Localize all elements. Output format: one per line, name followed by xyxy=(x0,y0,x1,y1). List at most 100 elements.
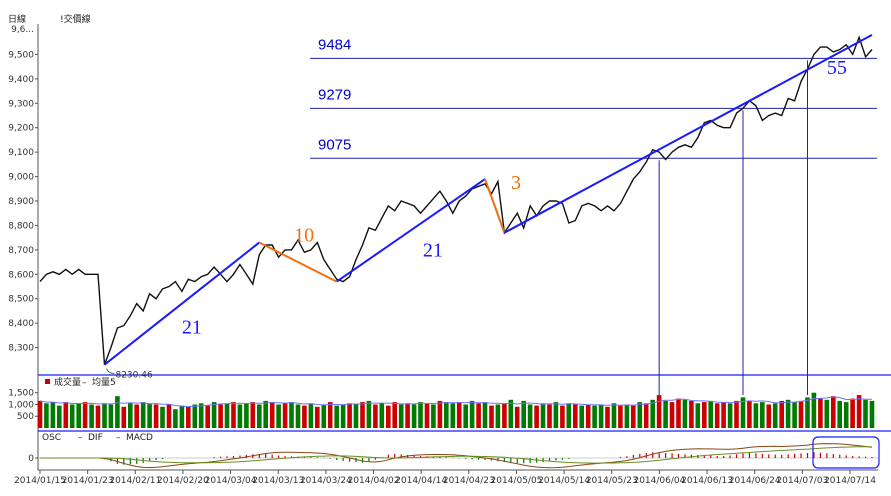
volume-bar xyxy=(173,409,178,428)
price-tick-label: 9,300 xyxy=(8,99,34,109)
volume-bar xyxy=(714,403,720,428)
date-tick-label: 2014/06/24 xyxy=(729,476,781,486)
volume-bar xyxy=(682,399,688,428)
price-tick-label: 8,600 xyxy=(8,270,34,280)
macd-signal-line xyxy=(40,446,872,464)
volume-bar xyxy=(631,405,636,428)
volume-bar xyxy=(450,403,456,428)
macd-legend-dif: DIF xyxy=(88,433,103,443)
volume-bar xyxy=(792,402,797,428)
volume-bar xyxy=(508,399,514,428)
volume-bar xyxy=(257,404,262,428)
volume-avg5-line xyxy=(39,396,872,408)
volume-bar xyxy=(366,400,372,428)
volume-bar xyxy=(502,403,507,428)
volume-bar xyxy=(637,402,643,428)
wave-label: 10 xyxy=(294,225,314,247)
level-label: 9484 xyxy=(318,36,351,53)
price-tick-label: 9,100 xyxy=(8,148,34,158)
volume-bar xyxy=(676,398,681,428)
volume-legend-sep: – xyxy=(82,378,87,388)
date-tick-label: 2014/02/11 xyxy=(109,476,161,486)
volume-bar xyxy=(411,404,417,428)
volume-bar xyxy=(95,405,101,428)
volume-bar xyxy=(276,404,281,428)
volume-bar xyxy=(308,403,314,428)
date-tick-label: 2014/05/14 xyxy=(538,476,590,486)
wave-line xyxy=(503,34,873,234)
volume-bar xyxy=(398,404,404,428)
volume-bar xyxy=(702,402,707,428)
volume-title: 成交量 xyxy=(54,376,81,388)
volume-bar xyxy=(611,403,617,428)
volume-bar xyxy=(295,404,301,428)
volume-bar xyxy=(386,405,391,428)
volume-bar xyxy=(708,400,713,428)
volume-bar xyxy=(431,404,436,428)
volume-bar xyxy=(231,402,236,428)
price-tick-label: 9,400 xyxy=(8,75,34,85)
volume-bar xyxy=(618,405,623,428)
volume-bar xyxy=(140,402,146,428)
volume-bar xyxy=(379,403,385,428)
low-annotation-label: 8230.46 xyxy=(115,371,152,381)
volume-bar xyxy=(566,403,572,428)
volume-bar xyxy=(534,405,539,428)
price-tick-label: 8,700 xyxy=(8,246,34,256)
volume-bar xyxy=(553,402,559,428)
wave-label: 55 xyxy=(827,57,847,79)
volume-bar xyxy=(437,400,443,428)
volume-bar xyxy=(650,399,655,428)
volume-bar xyxy=(192,404,198,428)
volume-bar xyxy=(573,404,578,428)
volume-bar xyxy=(44,403,49,428)
volume-bar xyxy=(463,404,468,428)
volume-bar xyxy=(540,403,546,428)
date-tick-label: 2014/05/05 xyxy=(491,476,543,486)
volume-bar xyxy=(269,402,275,428)
date-tick-label: 2014/07/03 xyxy=(776,476,828,486)
volume-bar xyxy=(482,402,488,428)
volume-bar xyxy=(315,406,320,428)
volume-bar xyxy=(418,402,423,428)
volume-bar xyxy=(179,405,185,428)
volume-bar xyxy=(218,404,223,428)
volume-bar xyxy=(689,400,694,428)
price-tick-label: 9,500 xyxy=(8,50,34,60)
volume-bar xyxy=(147,403,152,428)
price-line xyxy=(39,35,873,365)
volume-bar xyxy=(198,403,204,428)
volume-bar xyxy=(353,404,359,428)
volume-bar xyxy=(282,403,288,428)
volume-bar xyxy=(153,404,159,428)
date-tick-label: 2014/04/02 xyxy=(348,476,400,486)
marker-verticals xyxy=(658,60,809,395)
volume-bar xyxy=(373,404,378,428)
fib-levels: 9484 9279 9075 xyxy=(310,36,877,159)
macd-dif-line xyxy=(40,443,873,469)
price-series: 8230.46 xyxy=(39,35,873,381)
volume-bar xyxy=(444,402,449,428)
date-tick-label: 2014/03/24 xyxy=(300,476,352,486)
volume-bar xyxy=(837,400,842,428)
volume-bar xyxy=(186,406,191,428)
volume-bar xyxy=(727,403,733,428)
date-tick-label: 2014/03/04 xyxy=(205,476,257,486)
volume-bar xyxy=(514,406,520,428)
date-tick-label: 2014/04/23 xyxy=(443,476,495,486)
volume-bar xyxy=(560,405,565,428)
volume-bar xyxy=(392,402,397,428)
volume-bar xyxy=(643,403,649,428)
macd-panel: OSC – DIF – MACD 0 xyxy=(28,433,878,469)
volume-bar xyxy=(347,403,352,428)
volume-bar xyxy=(869,400,875,428)
volume-bar xyxy=(89,404,94,428)
volume-bar xyxy=(166,404,172,428)
volume-bar xyxy=(734,400,739,428)
volume-bar xyxy=(547,404,552,428)
wave-label: 21 xyxy=(182,317,202,339)
volume-bar xyxy=(592,405,597,428)
volume-tick-label: 500 xyxy=(17,412,34,422)
